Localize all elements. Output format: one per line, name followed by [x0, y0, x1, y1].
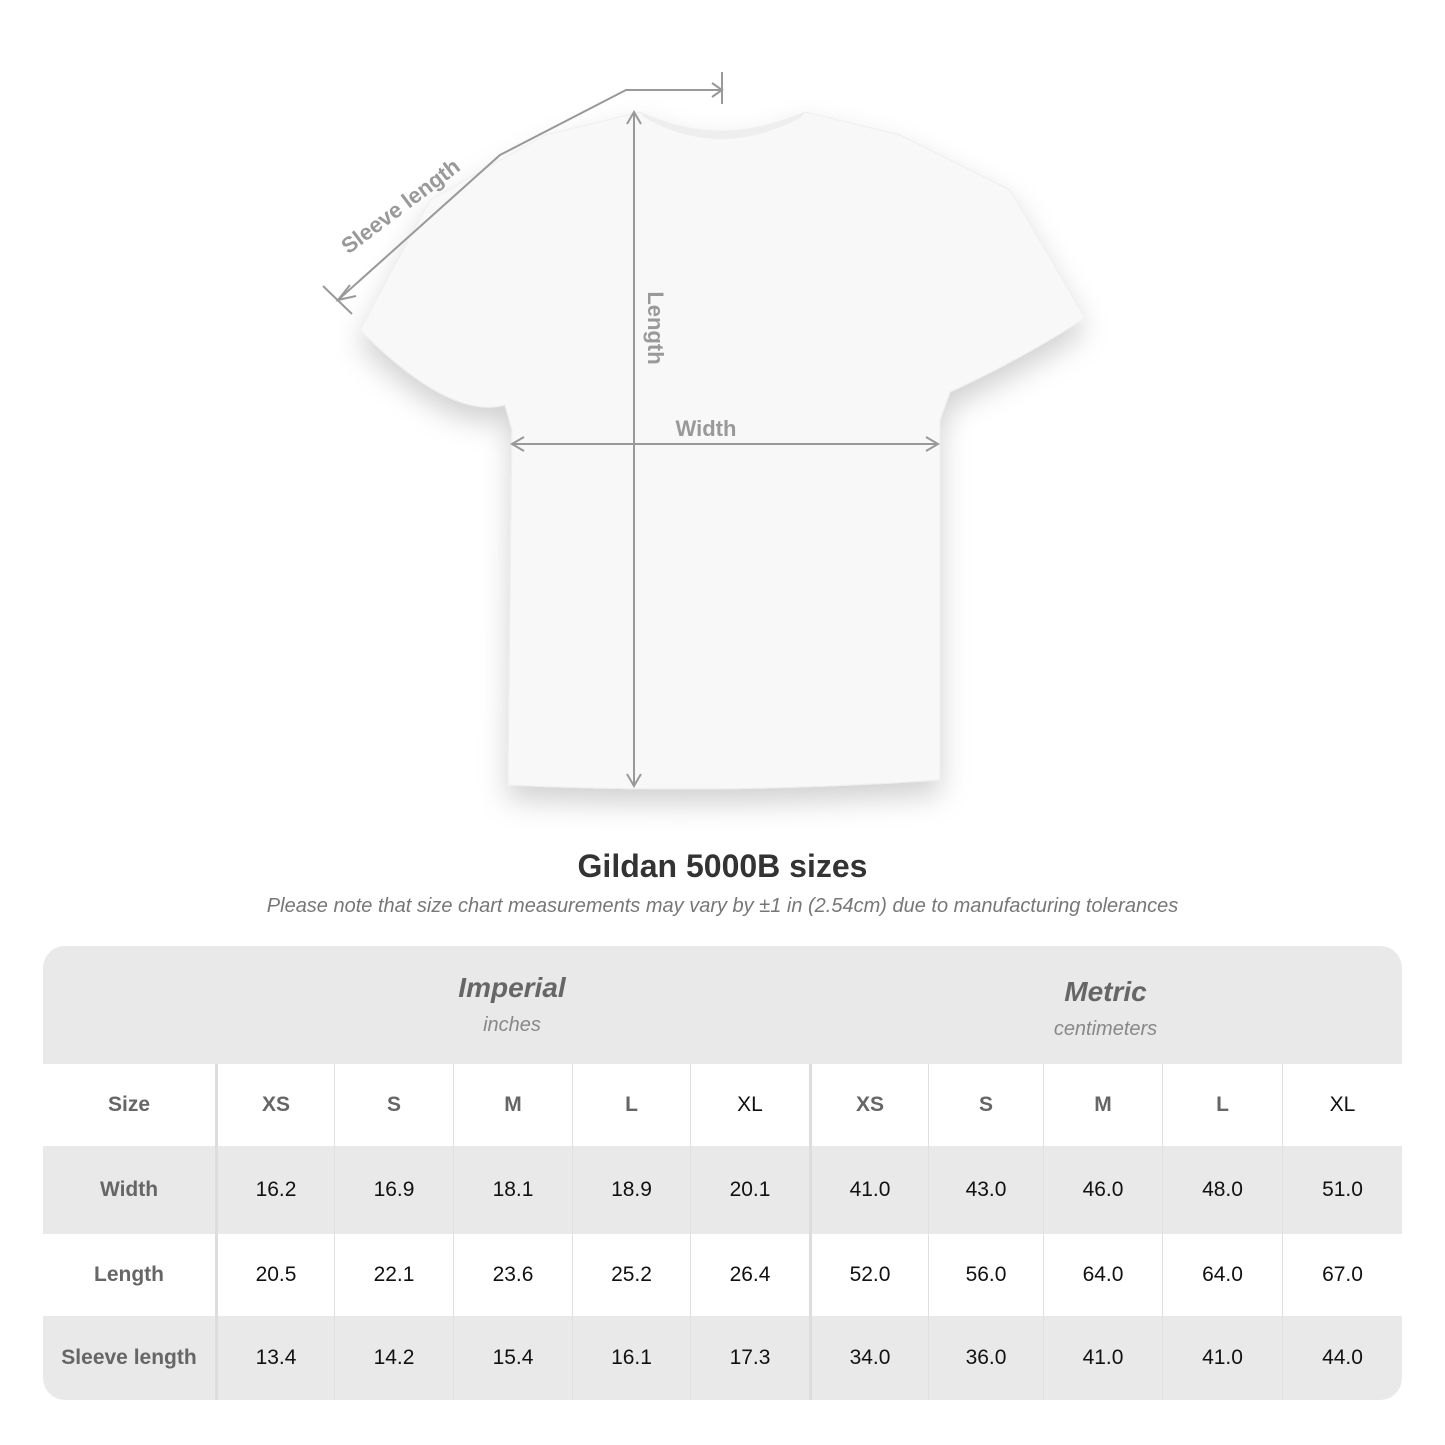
measurement-cell: 44.0 [1282, 1316, 1402, 1400]
width-label: Width [676, 416, 737, 441]
row-label: Length [94, 1263, 164, 1286]
length-label: Length [643, 291, 668, 364]
measurement-cell: 26.4 [690, 1234, 809, 1316]
measurement-cell: 25.2 [572, 1234, 690, 1316]
page-title: Gildan 5000B sizes [577, 848, 868, 884]
measurement-cell: 41.0 [1162, 1316, 1282, 1400]
size-metric-header: XS [809, 1064, 928, 1146]
measurement-cell: 18.9 [572, 1146, 690, 1234]
measurement-cell: 46.0 [1043, 1146, 1162, 1234]
measurement-cell: 16.1 [572, 1316, 690, 1400]
measurement-cell: 41.0 [809, 1146, 928, 1234]
measurement-cell: 18.1 [453, 1146, 572, 1234]
row-label: Size [107, 1093, 151, 1116]
unit-header-band [43, 946, 1402, 1064]
measurement-cell: 67.0 [1282, 1234, 1402, 1316]
size-imperial-header: M [453, 1064, 572, 1146]
measurement-cell: 20.1 [690, 1146, 809, 1234]
measurement-cell: 36.0 [928, 1316, 1043, 1400]
size-imperial-header: XS [215, 1064, 334, 1146]
measurement-cell: 48.0 [1162, 1146, 1282, 1234]
table-row: Width 16.2 16.9 18.1 18.9 20.1 41.0 43.0 46.0 48.… [43, 1146, 1402, 1234]
measure-lines [322, 72, 940, 788]
measurement-cell: 15.4 [453, 1316, 572, 1400]
size-header-row: Size XS S M L XL XS S M L XL [43, 1064, 1402, 1146]
size-imperial-header: XL [690, 1064, 809, 1146]
measurement-cell: 20.5 [215, 1234, 334, 1316]
collar [640, 112, 805, 139]
measurement-cell: 43.0 [928, 1146, 1043, 1234]
measurement-cell: 17.3 [690, 1316, 809, 1400]
sleeve-length-line [337, 89, 722, 301]
measurement-cell: 41.0 [1043, 1316, 1162, 1400]
measurement-cell: 14.2 [334, 1316, 453, 1400]
row-label: Width [99, 1178, 159, 1201]
size-table: Imperial inches Metric centimeters Size X… [43, 946, 1402, 1400]
size-metric-header: L [1162, 1064, 1282, 1146]
size-imperial-header: S [334, 1064, 453, 1146]
size-metric-header: XL [1282, 1064, 1402, 1146]
measurement-cell: 22.1 [334, 1234, 453, 1316]
imperial-unit: inches [483, 1014, 541, 1036]
size-metric-header: M [1043, 1064, 1162, 1146]
metric-unit: centimeters [1053, 1018, 1158, 1040]
measurement-cell: 64.0 [1043, 1234, 1162, 1316]
measurement-cell: 16.2 [215, 1146, 334, 1234]
measurement-cell: 34.0 [809, 1316, 928, 1400]
table-row: Length 20.5 22.1 23.6 25.2 26.4 52.0 56.0 64.0 64… [43, 1234, 1402, 1316]
tshirt-shape [359, 111, 1086, 790]
metric-header: Metric centimeters [809, 976, 1402, 1041]
size-metric-header: S [928, 1064, 1043, 1146]
table-row: Sleeve length 13.4 14.2 15.4 16.1 17.3 34.0 36.… [43, 1316, 1402, 1400]
measurement-cell: 52.0 [809, 1234, 928, 1316]
measurement-cell: 64.0 [1162, 1234, 1282, 1316]
measurement-cell: 16.9 [334, 1146, 453, 1234]
imperial-title: Imperial [458, 972, 566, 1003]
measurement-cell: 23.6 [453, 1234, 572, 1316]
measurement-cell: 56.0 [928, 1234, 1043, 1316]
tshirt-diagram: Sleeve length Length Width [322, 72, 1086, 790]
row-label: Sleeve length [61, 1346, 197, 1369]
metric-title: Metric [1064, 976, 1147, 1007]
measurement-cell: 51.0 [1282, 1146, 1402, 1234]
measurement-cell: 13.4 [215, 1316, 334, 1400]
imperial-header: Imperial inches [215, 972, 809, 1037]
size-imperial-header: L [572, 1064, 690, 1146]
tolerance-note: Please note that size chart measurements… [266, 895, 1179, 917]
